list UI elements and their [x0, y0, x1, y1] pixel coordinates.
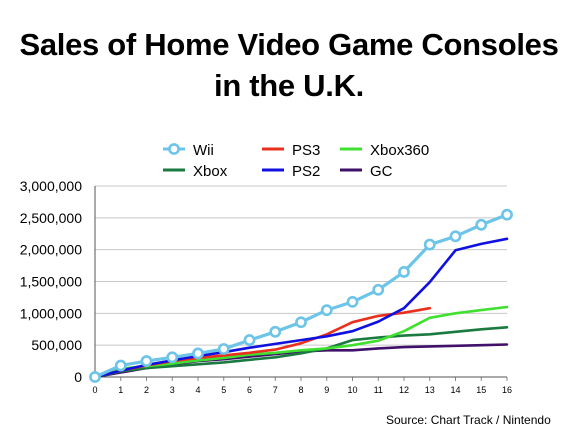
data-point-wii [140, 355, 153, 367]
x-tick-label: 4 [195, 385, 200, 395]
data-point-wii [372, 283, 385, 296]
y-tick-label: 1,000,000 [20, 305, 82, 321]
legend-label-wii: Wii [193, 142, 214, 159]
x-tick-label: 5 [221, 385, 226, 395]
series-line-ps2 [93, 237, 509, 379]
legend-label-xbox: Xbox [193, 163, 228, 180]
series-line-xbox [93, 325, 509, 379]
legend-marker-wii [168, 143, 180, 155]
data-point-wii [89, 371, 101, 383]
x-tick-label: 9 [324, 385, 329, 395]
data-point-wii [166, 351, 179, 364]
x-tick-label: 6 [247, 385, 252, 395]
data-point-wii [346, 295, 359, 308]
x-tick-label: 12 [399, 385, 409, 395]
chart-title-line-1: Sales of Home Video Game Consoles [19, 27, 559, 62]
series-line-xbox360 [93, 305, 509, 379]
data-point-wii [192, 347, 204, 360]
series-lines [89, 208, 513, 383]
y-tick-label: 500,000 [31, 337, 82, 353]
y-tick-label: 0 [74, 369, 82, 385]
legend-label-ps3: PS3 [292, 142, 320, 159]
data-point-wii [423, 238, 436, 251]
y-tick-label: 2,000,000 [20, 242, 82, 258]
x-axis-ticks: 0 1 2 3 4 5 6 7 8 9 10 11 12 13 14 15 16 [92, 377, 512, 395]
data-point-wii [114, 359, 127, 372]
data-point-wii [449, 230, 462, 243]
grid-lines [95, 185, 507, 346]
source-note: Source: Chart Track / Nintendo [386, 413, 551, 427]
x-tick-label: 2 [144, 385, 149, 395]
y-tick-label: 1,500,000 [20, 274, 82, 290]
legend-label-ps2: PS2 [292, 163, 320, 180]
x-tick-label: 16 [502, 385, 512, 395]
x-tick-label: 0 [92, 385, 97, 395]
x-tick-label: 1 [118, 385, 123, 395]
y-tick-label: 2,500,000 [20, 210, 82, 226]
data-point-wii [320, 304, 333, 317]
legend: Wii PS3 Xbox360 Xbox PS2 GC [163, 142, 429, 180]
data-point-wii [269, 325, 282, 338]
x-tick-label: 14 [450, 385, 460, 395]
x-tick-label: 11 [374, 385, 383, 395]
x-tick-label: 3 [170, 385, 175, 395]
y-tick-label: 3,000,000 [20, 178, 82, 194]
x-tick-label: 8 [298, 385, 303, 395]
x-tick-label: 7 [273, 385, 278, 395]
data-point-wii [398, 266, 410, 278]
legend-label-xbox360: Xbox360 [370, 142, 429, 159]
x-tick-label: 15 [476, 385, 486, 395]
data-point-wii [217, 343, 230, 355]
x-tick-label: 10 [347, 385, 357, 395]
chart-title: Sales of Home Video Game Consoles in the… [0, 24, 578, 106]
data-point-wii [501, 208, 513, 221]
y-axis-ticks: 0 500,000 1,000,000 1,500,000 2,000,000 2,500… [20, 178, 83, 385]
data-point-wii [295, 316, 307, 329]
legend-label-gc: GC [370, 163, 393, 180]
chart-title-line-2: in the U.K. [214, 68, 364, 103]
axes [94, 186, 507, 378]
data-point-wii [475, 218, 488, 231]
data-point-wii [243, 334, 256, 346]
x-tick-label: 13 [425, 385, 435, 395]
